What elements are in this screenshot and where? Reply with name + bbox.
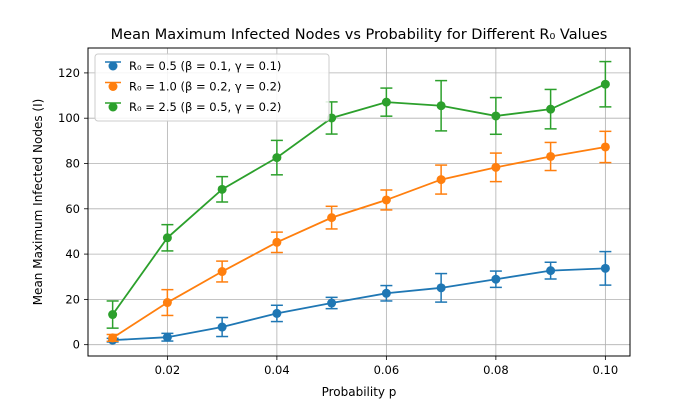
data-point bbox=[381, 195, 391, 205]
y-tick-label: 80 bbox=[65, 157, 80, 171]
data-point bbox=[272, 308, 282, 318]
data-point bbox=[491, 162, 501, 172]
data-point bbox=[436, 101, 446, 111]
data-point bbox=[546, 104, 556, 114]
data-point bbox=[600, 263, 610, 273]
legend-label: R₀ = 0.5 (β = 0.1, γ = 0.1) bbox=[129, 59, 281, 73]
data-point bbox=[217, 322, 227, 332]
data-point bbox=[491, 111, 501, 121]
series-line bbox=[112, 146, 606, 339]
y-tick-label: 60 bbox=[65, 202, 80, 216]
y-tick-label: 120 bbox=[58, 66, 80, 80]
y-tick-label: 0 bbox=[73, 338, 80, 352]
data-point bbox=[491, 274, 501, 284]
data-point bbox=[162, 332, 172, 342]
data-point bbox=[600, 142, 610, 152]
data-point bbox=[546, 266, 556, 276]
x-tick-label: 0.08 bbox=[483, 363, 509, 377]
data-point bbox=[108, 310, 118, 320]
legend-item: R₀ = 1.0 (β = 0.2, γ = 0.2) bbox=[105, 80, 281, 94]
chart-title: Mean Maximum Infected Nodes vs Probabili… bbox=[111, 27, 608, 43]
data-point bbox=[327, 213, 337, 223]
data-point bbox=[108, 333, 118, 343]
data-point bbox=[436, 283, 446, 293]
data-point bbox=[162, 233, 172, 243]
data-point bbox=[217, 267, 227, 277]
data-point bbox=[327, 298, 337, 308]
y-tick-label: 100 bbox=[58, 111, 80, 125]
data-point bbox=[600, 79, 610, 89]
plot-frame bbox=[87, 47, 631, 357]
ticks: 0.02 0.04 0.06 0.08 0.10 0 20 40 60 80 100 120 bbox=[58, 66, 618, 377]
legend-marker bbox=[108, 82, 118, 91]
data-point bbox=[217, 184, 227, 194]
y-axis-label: Mean Maximum Infected Nodes (I) bbox=[31, 99, 45, 306]
legend-marker bbox=[108, 61, 118, 71]
x-tick-label: 0.10 bbox=[593, 363, 619, 377]
y-tick-label: 40 bbox=[65, 247, 80, 261]
x-axis-label: Probability p bbox=[322, 385, 397, 399]
data-point bbox=[436, 175, 446, 185]
data-point bbox=[162, 298, 172, 308]
legend-label: R₀ = 1.0 (β = 0.2, γ = 0.2) bbox=[129, 80, 281, 94]
x-tick-label: 0.06 bbox=[374, 363, 400, 377]
data-point bbox=[272, 153, 282, 163]
series-line bbox=[112, 267, 606, 342]
legend-label: R₀ = 2.5 (β = 0.5, γ = 0.2) bbox=[129, 100, 281, 114]
legend-item: R₀ = 2.5 (β = 0.5, γ = 0.2) bbox=[105, 100, 281, 114]
y-tick-label: 20 bbox=[65, 292, 80, 306]
data-point bbox=[546, 151, 556, 161]
data-point bbox=[272, 237, 282, 247]
legend: R₀ = 0.5 (β = 0.1, γ = 0.1) R₀ = 1.0 (β =… bbox=[94, 53, 330, 122]
x-tick-label: 0.04 bbox=[264, 363, 290, 377]
data-point bbox=[381, 288, 391, 298]
legend-marker bbox=[108, 102, 118, 112]
legend-item: R₀ = 0.5 (β = 0.1, γ = 0.1) bbox=[105, 59, 281, 73]
x-tick-label: 0.02 bbox=[155, 363, 181, 377]
series-2 bbox=[106, 130, 612, 343]
series-line bbox=[111, 83, 606, 316]
data-point bbox=[381, 97, 391, 107]
legend-box bbox=[94, 53, 330, 122]
